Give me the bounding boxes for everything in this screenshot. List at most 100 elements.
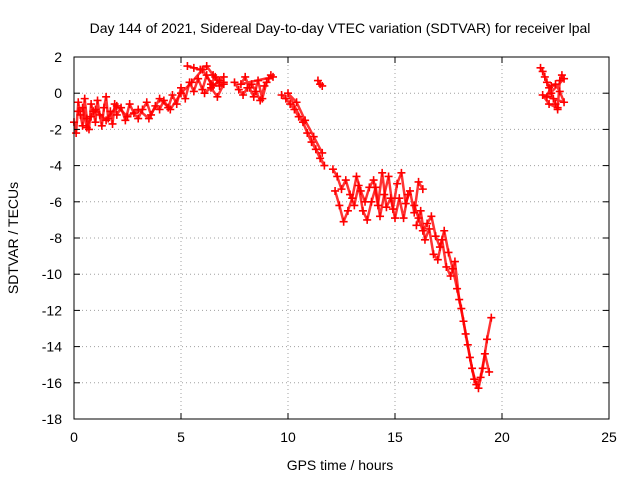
data-point	[425, 224, 434, 233]
x-tick-label: 5	[177, 429, 185, 445]
data-point	[183, 62, 192, 71]
data-point	[87, 100, 96, 109]
data-point	[542, 92, 551, 101]
series-seg1b	[74, 65, 228, 132]
data-point	[540, 72, 549, 81]
series-seg1c	[183, 62, 228, 101]
data-point	[318, 81, 327, 90]
data-point	[301, 116, 310, 125]
data-point	[290, 105, 299, 114]
data-point	[93, 96, 102, 105]
data-point	[78, 103, 87, 112]
data-point	[230, 78, 239, 87]
series-seg1	[70, 71, 228, 138]
data-point	[555, 76, 564, 85]
data-point	[91, 105, 100, 114]
x-tick-label: 25	[601, 429, 617, 445]
data-point	[213, 92, 222, 101]
data-point	[333, 172, 342, 181]
data-point	[348, 194, 357, 203]
y-tick-label: -12	[42, 302, 62, 318]
data-point	[80, 94, 89, 103]
chart-title: Day 144 of 2021, Sidereal Day-to-day VTE…	[90, 20, 591, 36]
data-point	[112, 101, 121, 110]
data-point	[547, 89, 556, 98]
x-tick-label: 10	[280, 429, 296, 445]
data-point	[365, 183, 374, 192]
y-tick-label: -16	[42, 375, 62, 391]
data-point	[219, 80, 228, 89]
data-point	[455, 295, 464, 304]
data-point	[307, 138, 316, 147]
series-seg2	[230, 71, 278, 105]
data-point	[72, 129, 81, 138]
x-axis-label: GPS time / hours	[287, 457, 394, 473]
data-point	[384, 172, 393, 181]
grid-lines	[74, 57, 609, 419]
data-point	[420, 235, 429, 244]
data-point	[373, 201, 382, 210]
y-tick-label: -14	[42, 339, 62, 355]
data-point	[403, 190, 412, 199]
data-point	[262, 78, 271, 87]
data-point	[343, 206, 352, 215]
data-point	[277, 91, 286, 100]
data-point	[309, 132, 318, 141]
series-trace	[413, 205, 493, 390]
x-tick-label: 20	[494, 429, 510, 445]
data-point	[356, 186, 365, 195]
data-point	[215, 76, 224, 85]
data-point	[337, 185, 346, 194]
series-trace	[415, 209, 491, 386]
data-point	[177, 89, 185, 98]
data-point	[376, 212, 385, 221]
data-point	[187, 78, 196, 87]
series-trace	[72, 73, 225, 135]
data-point	[74, 98, 83, 107]
data-point	[155, 105, 164, 114]
data-point	[431, 232, 440, 241]
data-point	[202, 62, 211, 71]
data-point	[547, 81, 556, 90]
data-point	[418, 185, 427, 194]
data-point	[412, 221, 421, 230]
data-point	[294, 112, 303, 121]
data-point	[341, 176, 350, 185]
data-point	[352, 172, 361, 181]
data-point	[438, 235, 447, 244]
y-tick-label: -8	[50, 230, 63, 246]
data-point	[134, 114, 143, 123]
data-point	[206, 83, 215, 92]
x-tick-label: 15	[387, 429, 403, 445]
data-point	[423, 219, 432, 228]
series-trace	[187, 64, 225, 99]
data-point	[450, 257, 459, 266]
data-point	[316, 154, 325, 163]
data-point	[134, 105, 143, 114]
data-point	[144, 114, 153, 123]
data-point	[245, 83, 254, 92]
data-point	[155, 94, 164, 103]
data-point	[82, 123, 91, 132]
y-tick-label: -4	[50, 158, 63, 174]
data-point	[74, 107, 83, 116]
data-point	[168, 91, 177, 100]
data-point	[429, 250, 438, 259]
data-point	[463, 340, 472, 349]
data-point	[189, 63, 198, 72]
y-tick-label: -2	[50, 121, 63, 137]
data-point	[258, 94, 267, 103]
data-point	[236, 80, 245, 89]
data-point	[239, 91, 248, 100]
data-point	[320, 161, 329, 170]
data-point	[292, 98, 301, 107]
data-point	[416, 206, 425, 215]
data-point	[350, 201, 359, 210]
data-point	[102, 116, 111, 125]
data-point	[549, 94, 558, 103]
data-point	[442, 262, 451, 271]
data-point	[241, 72, 250, 81]
data-point	[284, 89, 292, 98]
data-point	[363, 215, 372, 224]
data-point	[538, 91, 547, 100]
